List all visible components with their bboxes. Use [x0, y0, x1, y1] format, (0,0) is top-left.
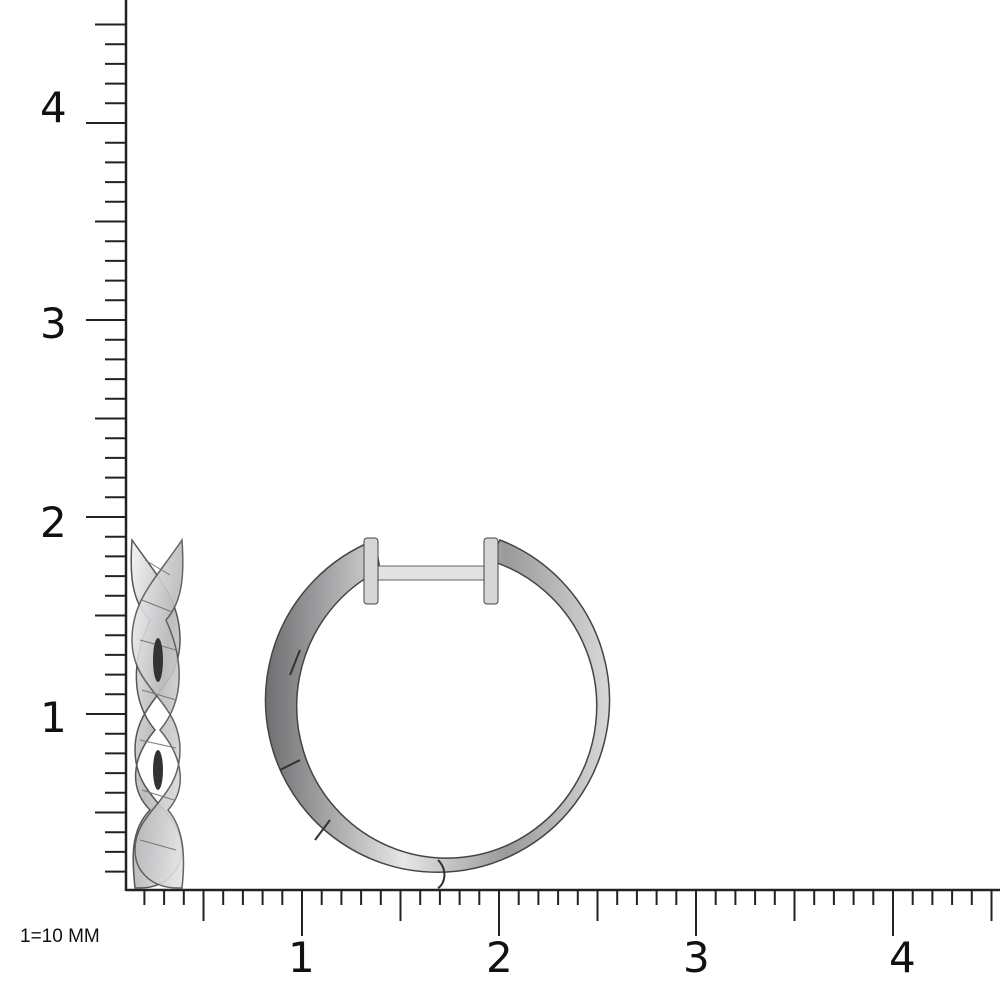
horizontal-label-1: 1	[288, 933, 315, 982]
ruler-ticks	[86, 0, 1000, 936]
vertical-label-4: 4	[40, 83, 67, 132]
earring-front-view	[264, 537, 611, 889]
vertical-label-1: 1	[40, 693, 67, 742]
vertical-label-3: 3	[40, 299, 67, 348]
horizontal-label-4: 4	[889, 933, 916, 982]
horizontal-label-3: 3	[683, 933, 710, 982]
vertical-label-2: 2	[40, 498, 67, 547]
earring-side-view	[130, 537, 185, 889]
scale-note: 1=10 MM	[20, 926, 100, 947]
horizontal-label-2: 2	[486, 933, 513, 982]
